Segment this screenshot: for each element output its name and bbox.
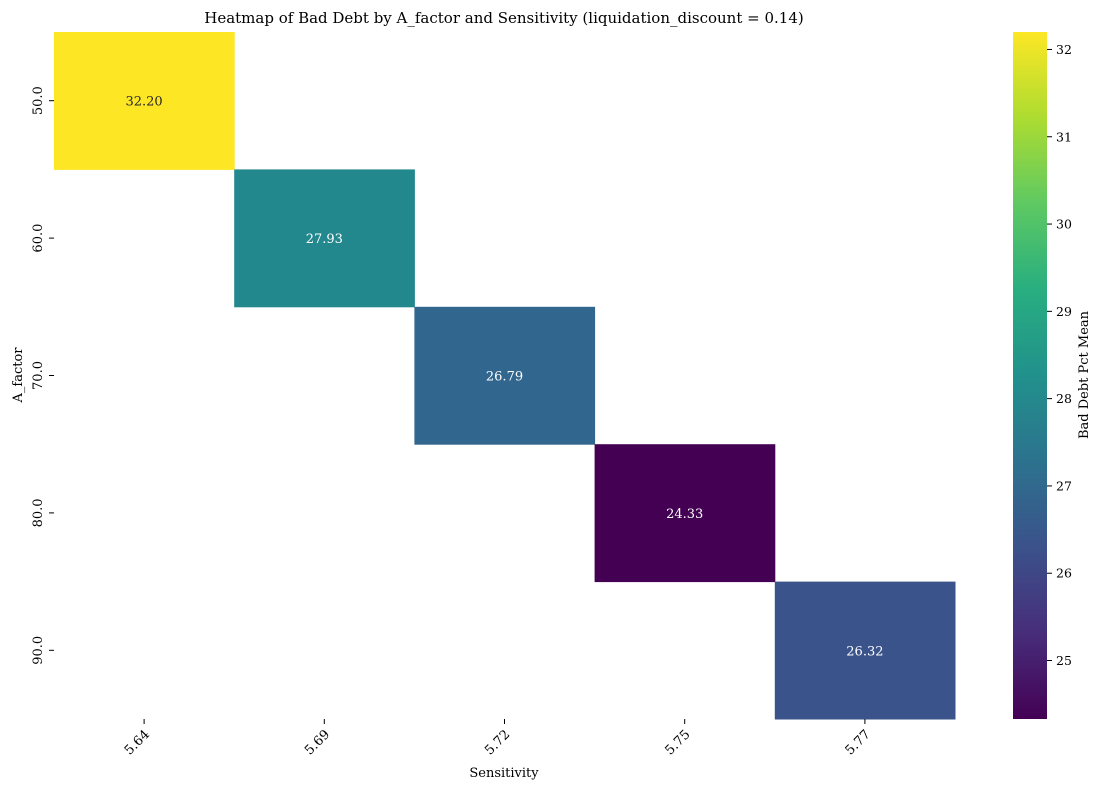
colorbar-tick-label: 30 — [1056, 217, 1072, 232]
colorbar-tick-label: 31 — [1056, 129, 1072, 144]
colorbar-tick-label: 32 — [1056, 42, 1072, 57]
colorbar-tick-label: 27 — [1056, 478, 1072, 493]
x-axis-label: Sensitivity — [469, 766, 539, 781]
colorbar-label: Bad Debt Pct Mean — [1077, 310, 1092, 439]
colorbar: 25 26 27 28 29 30 31 32 Bad Debt Pct Mean — [1013, 32, 1092, 719]
y-tick-label: 60.0 — [31, 224, 46, 253]
cell-value-label: 26.32 — [846, 644, 883, 659]
chart-title: Heatmap of Bad Debt by A_factor and Sens… — [204, 9, 803, 27]
y-tick-label: 90.0 — [31, 636, 46, 665]
heatmap-cell — [414, 306, 596, 445]
heatmap-cell — [774, 581, 956, 720]
y-tick-label: 70.0 — [31, 361, 46, 390]
cell-value-label: 24.33 — [666, 507, 703, 522]
cell-value-label: 32.20 — [125, 95, 162, 110]
cell-value-label: 26.79 — [486, 370, 523, 385]
y-tick-label: 50.0 — [31, 86, 46, 115]
heatmap-cells: 32.20 27.93 26.79 24.33 26.32 — [54, 32, 956, 720]
x-tick-label: 5.75 — [662, 727, 693, 758]
colorbar-tick-label: 28 — [1056, 391, 1072, 406]
heatmap-cell — [594, 444, 776, 583]
y-tick-label: 80.0 — [31, 498, 46, 527]
colorbar-ticks: 25 26 27 28 29 30 31 32 — [1047, 42, 1072, 668]
cell-value-label: 27.93 — [306, 232, 343, 247]
x-tick-label: 5.72 — [482, 727, 513, 758]
colorbar-tick-label: 26 — [1056, 566, 1072, 581]
colorbar-gradient — [1013, 32, 1047, 719]
x-tick-label: 5.69 — [302, 727, 333, 758]
heatmap-cell — [54, 32, 235, 170]
x-tick-label: 5.77 — [843, 727, 874, 758]
x-tick-label: 5.64 — [122, 727, 153, 758]
y-axis-label: A_factor — [11, 347, 26, 404]
y-axis-ticks: 50.0 60.0 70.0 80.0 90.0 — [31, 86, 54, 665]
colorbar-tick-label: 29 — [1056, 304, 1072, 319]
x-axis-ticks: 5.64 5.69 5.72 5.75 5.77 — [122, 719, 874, 758]
colorbar-tick-label: 25 — [1056, 653, 1072, 668]
heatmap-cell — [234, 169, 415, 308]
